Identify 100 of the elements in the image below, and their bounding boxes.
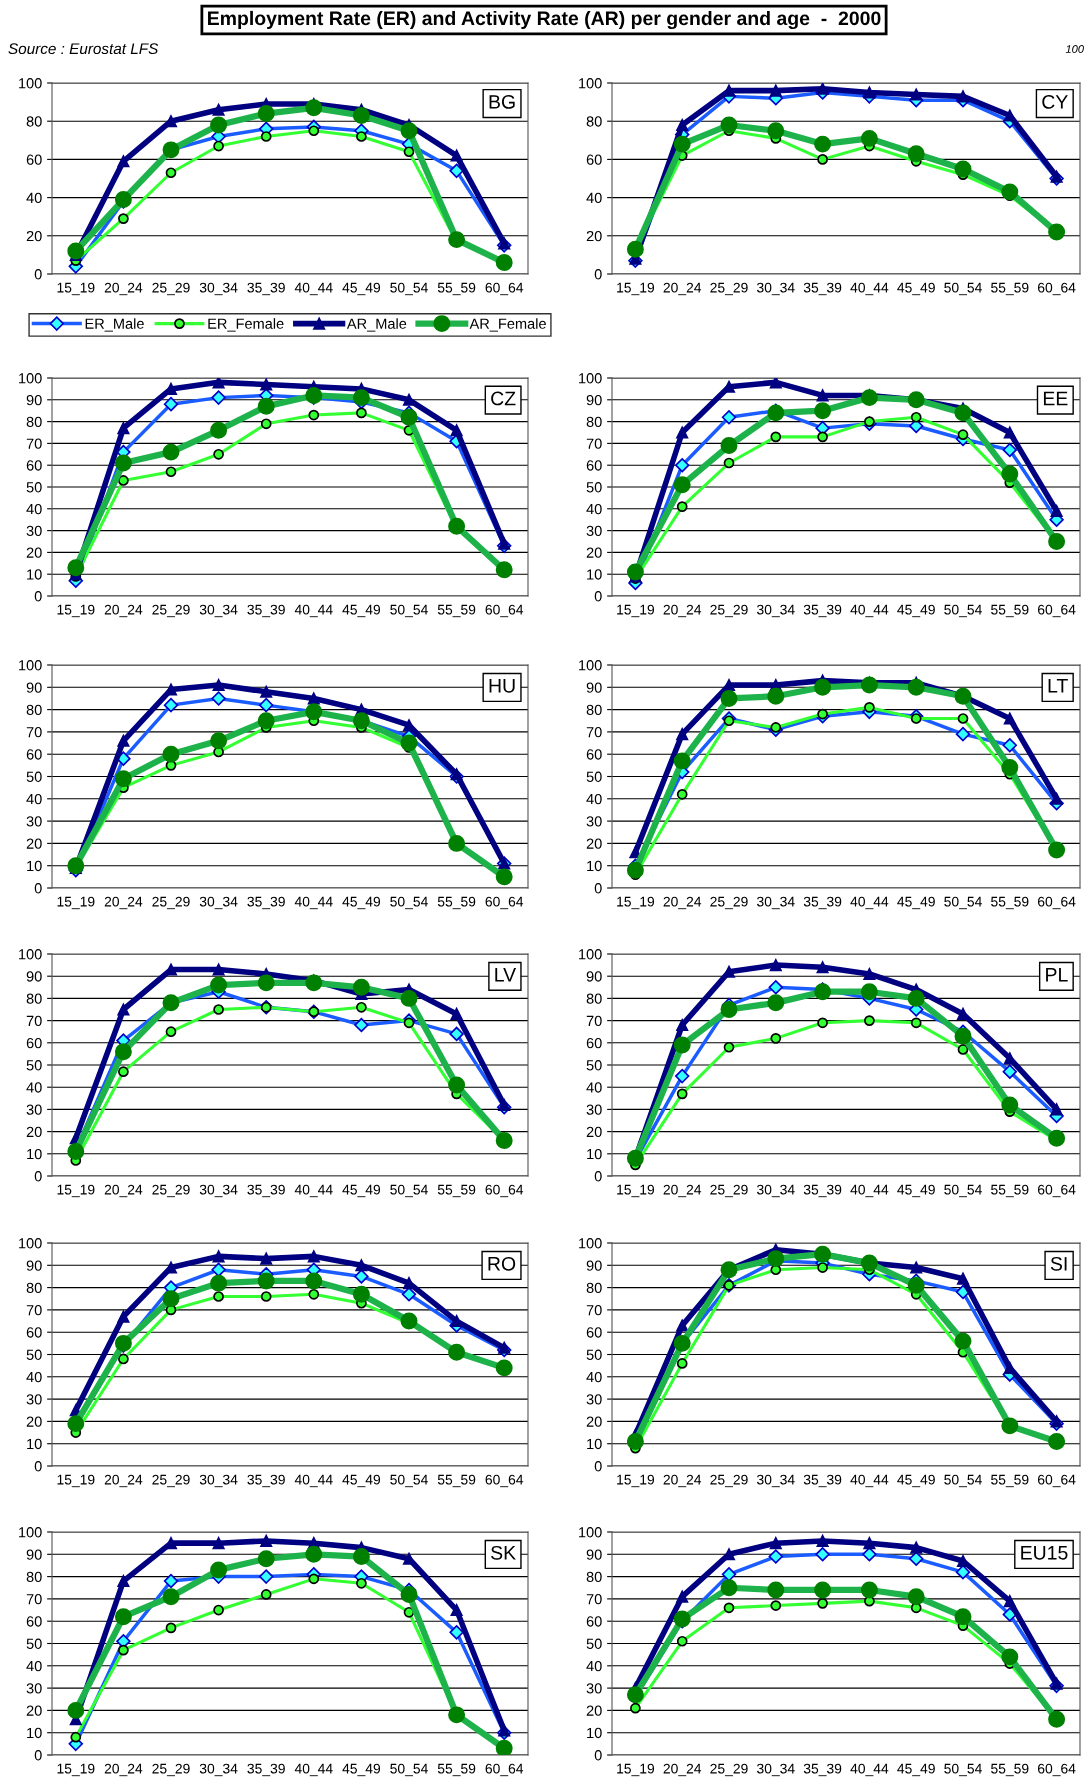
y-tick-label: 60	[26, 749, 42, 760]
y-tick-label: 80	[586, 416, 602, 428]
y-tick-label: 40	[26, 1082, 42, 1093]
y-tick-label: 70	[586, 438, 602, 449]
y-tick-label: 100	[19, 1238, 42, 1249]
x-tick-label: 60_64	[1038, 1474, 1076, 1488]
x-tick-label: 60_64	[485, 604, 524, 618]
x-tick-label: 25_29	[710, 282, 748, 296]
x-tick-label: 55_59	[991, 1474, 1029, 1488]
x-tick-label: 50_54	[944, 1474, 982, 1488]
x-tick-label: 20_24	[663, 1474, 702, 1488]
x-tick-label: 35_39	[803, 1184, 842, 1198]
y-tick-label: 80	[586, 993, 602, 1004]
x-tick-label: 35_39	[247, 1474, 285, 1488]
x-tick-label: 40_44	[850, 1763, 889, 1777]
x-tick-label: 40_44	[850, 282, 889, 296]
y-tick-label: 100	[19, 949, 42, 960]
x-tick-label: 30_34	[199, 604, 238, 618]
x-tick-label: 35_39	[803, 896, 842, 910]
x-tick-label: 35_39	[803, 604, 842, 618]
x-tick-label: 45_49	[897, 896, 935, 910]
x-tick-label: 30_34	[199, 282, 238, 296]
text: CZ	[491, 391, 516, 406]
x-tick-label: 25_29	[152, 1184, 190, 1198]
text: PL	[1046, 968, 1068, 982]
x-tick-label: 20_24	[663, 896, 702, 910]
x-tick-label: 15_19	[57, 1763, 95, 1777]
y-tick-label: 40	[26, 1371, 42, 1383]
y-tick-label: 50	[26, 1349, 42, 1360]
x-tick-label: 20_24	[663, 1184, 702, 1198]
x-tick-label: 15_19	[617, 1184, 655, 1198]
y-tick-label: 10	[587, 1727, 602, 1739]
y-tick-label: 70	[586, 727, 602, 738]
x-tick-label: 25_29	[710, 604, 748, 618]
chart-subtitle: BG	[489, 94, 515, 109]
x-tick-label: 35_39	[247, 1184, 285, 1198]
y-tick-label: 0	[34, 883, 42, 894]
legend-label: AR_Male	[346, 318, 407, 332]
text: LV	[495, 968, 517, 982]
text: SI	[1050, 1256, 1067, 1271]
y-tick-label: 60	[26, 1616, 42, 1627]
y-tick-label: 0	[34, 1461, 42, 1472]
x-tick-label: 60_64	[1038, 604, 1076, 618]
y-tick-label: 0	[594, 591, 602, 602]
y-tick-label: 20	[26, 230, 42, 242]
y-tick-label: 90	[26, 1549, 42, 1560]
text: RO	[488, 1256, 516, 1271]
y-tick-label: 90	[26, 682, 42, 693]
x-tick-label: 35_39	[247, 282, 285, 296]
y-tick-label: 30	[26, 1394, 42, 1405]
y-tick-label: 0	[34, 1171, 42, 1182]
y-tick-label: 90	[26, 1260, 42, 1271]
y-tick-label: 100	[579, 660, 602, 671]
y-tick-label: 40	[26, 1660, 42, 1672]
y-tick-label: 60	[26, 1037, 42, 1049]
x-tick-label: 30_34	[199, 1474, 238, 1488]
x-tick-label: 50_54	[390, 282, 428, 296]
y-tick-label: 90	[586, 394, 602, 406]
x-tick-label: 30_34	[757, 1184, 795, 1198]
y-tick-label: 100	[579, 1527, 602, 1538]
x-tick-label: 40_44	[294, 604, 333, 618]
x-tick-label: 45_49	[342, 1763, 381, 1777]
y-tick-label: 70	[586, 1305, 602, 1316]
y-tick-label: 0	[34, 269, 42, 280]
y-tick-label: 50	[586, 771, 602, 782]
y-tick-label: 60	[26, 154, 42, 165]
y-tick-label: 100	[19, 78, 42, 89]
x-tick-label: 30_34	[757, 604, 795, 618]
x-tick-label: 30_34	[757, 896, 795, 910]
y-tick-label: 60	[586, 154, 602, 165]
y-tick-label: 40	[26, 503, 42, 515]
x-tick-label: 20_24	[104, 282, 143, 296]
y-tick-label: 50	[26, 1638, 42, 1649]
x-tick-label: 55_59	[437, 1184, 476, 1198]
x-tick-label: 30_34	[757, 1763, 795, 1777]
y-tick-label: 30	[586, 1683, 602, 1694]
x-tick-label: 25_29	[152, 282, 190, 296]
x-tick-label: 15_19	[57, 896, 95, 910]
y-tick-label: 40	[586, 1660, 602, 1672]
x-tick-label: 15_19	[57, 282, 95, 296]
x-tick-label: 30_34	[757, 1474, 795, 1488]
y-tick-label: 100	[19, 1527, 42, 1538]
x-tick-label: 15_19	[57, 1474, 95, 1488]
x-tick-label: 45_49	[897, 1763, 935, 1777]
y-tick-label: 80	[586, 1571, 602, 1583]
x-tick-label: 45_49	[342, 604, 381, 618]
y-tick-label: 10	[27, 1148, 42, 1160]
x-tick-label: 15_19	[617, 604, 655, 618]
y-tick-label: 10	[27, 569, 42, 580]
text: SK	[491, 1545, 516, 1560]
x-tick-label: 60_64	[1038, 1763, 1076, 1777]
y-tick-label: 0	[34, 1750, 42, 1761]
x-tick-label: 60_64	[485, 896, 524, 910]
x-tick-label: 50_54	[390, 604, 428, 618]
x-tick-label: 55_59	[437, 604, 476, 618]
x-tick-label: 50_54	[390, 896, 428, 910]
x-tick-label: 45_49	[897, 604, 935, 618]
y-tick-label: 90	[586, 682, 602, 693]
y-tick-label: 50	[586, 1638, 602, 1649]
y-tick-label: 80	[26, 116, 42, 127]
